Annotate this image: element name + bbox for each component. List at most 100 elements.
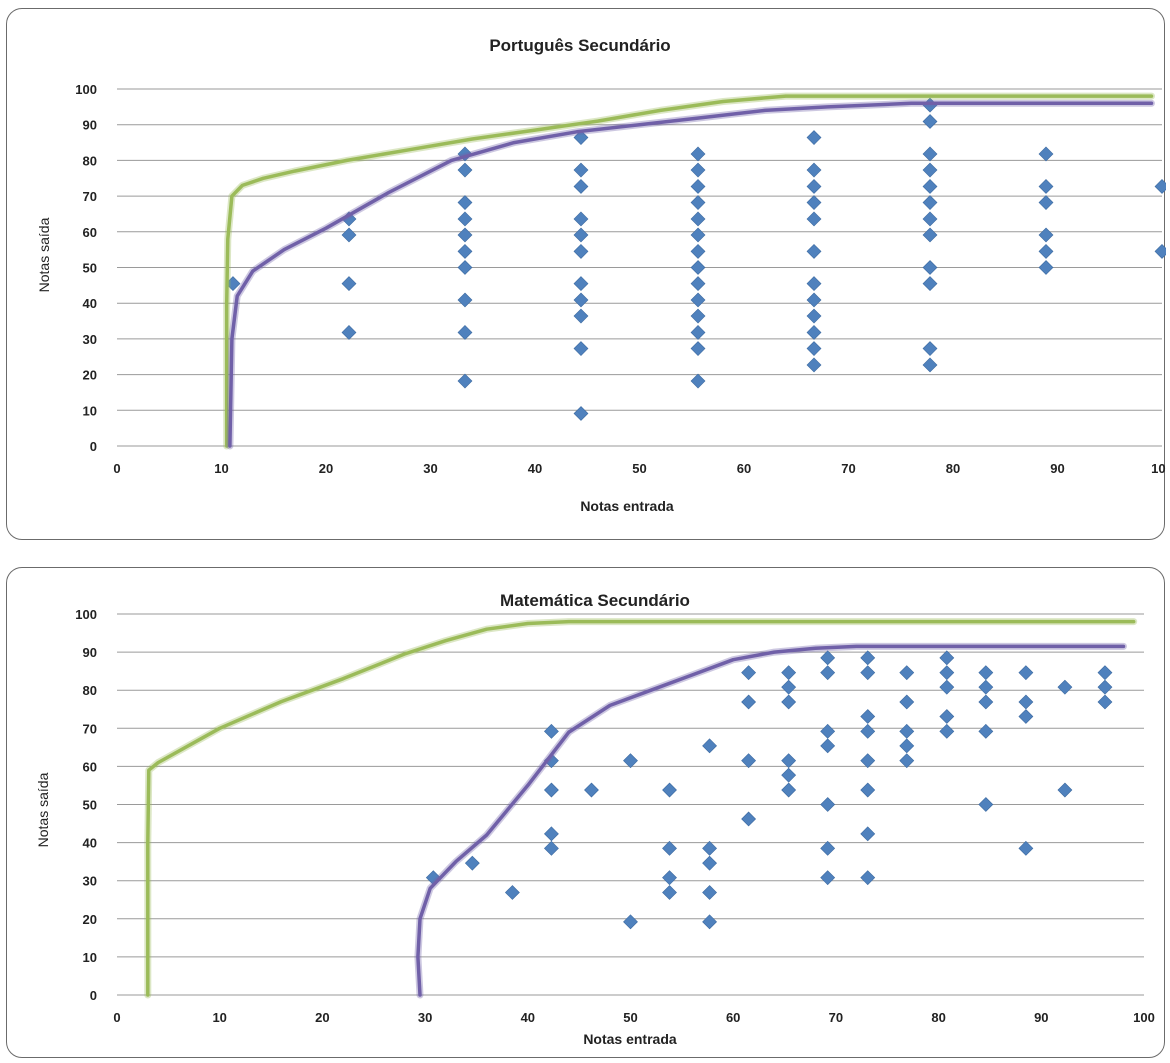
green-curve	[146, 619, 1136, 997]
data-point	[702, 738, 718, 754]
x-tick-label: 90	[1050, 461, 1064, 476]
data-point	[690, 227, 706, 243]
data-point	[504, 885, 520, 900]
data-point	[543, 723, 559, 739]
data-point	[978, 679, 994, 695]
data-point	[781, 767, 797, 783]
data-point	[690, 211, 706, 227]
data-point	[690, 325, 706, 340]
data-point	[922, 179, 938, 194]
data-point	[781, 782, 797, 798]
data-point	[690, 292, 706, 308]
data-point	[457, 211, 473, 227]
data-point	[922, 162, 938, 178]
data-point	[860, 782, 876, 798]
data-point	[573, 406, 589, 421]
chart-portugues: Português Secundário Notas entrada Notas…	[6, 8, 1166, 540]
green-curve	[224, 94, 1154, 448]
data-point	[1018, 694, 1034, 710]
data-point	[690, 276, 706, 291]
chart-matematica-svg: Matemática Secundário Notas entrada Nota…	[35, 591, 1155, 1047]
x-tick-label: 60	[726, 1010, 740, 1025]
data-point	[573, 130, 589, 145]
data-point	[457, 227, 473, 243]
green-curve-shadow	[223, 92, 1155, 450]
data-point	[741, 694, 757, 710]
data-point	[690, 146, 706, 162]
data-point	[1057, 679, 1073, 695]
data-point	[922, 227, 938, 243]
data-point	[978, 797, 994, 812]
data-point	[939, 650, 955, 666]
data-point	[457, 373, 473, 389]
data-point	[806, 162, 822, 178]
data-point	[690, 341, 706, 356]
data-point	[1038, 146, 1054, 162]
x-tick-label: 40	[521, 1010, 535, 1025]
y-tick-label: 0	[90, 439, 97, 454]
data-point	[781, 753, 797, 769]
x-tick-label: 100	[1151, 461, 1166, 476]
data-point	[860, 665, 876, 681]
data-point	[922, 341, 938, 356]
data-point	[806, 292, 822, 308]
data-point	[806, 244, 822, 259]
data-point	[806, 325, 822, 340]
data-point	[1038, 227, 1054, 243]
data-point	[341, 227, 357, 243]
data-point	[1097, 665, 1113, 681]
data-point	[820, 738, 836, 754]
data-point	[1097, 679, 1113, 695]
data-point	[899, 753, 915, 769]
y-tick-label: 80	[83, 683, 97, 698]
data-point	[899, 723, 915, 739]
data-point	[573, 244, 589, 259]
data-point	[899, 694, 915, 710]
data-point	[922, 357, 938, 373]
data-point	[702, 885, 718, 900]
x-tick-label: 0	[113, 461, 120, 476]
x-tick-label: 70	[841, 461, 855, 476]
data-point	[741, 811, 757, 827]
data-point	[573, 162, 589, 178]
data-point	[899, 665, 915, 681]
data-point	[939, 723, 955, 739]
data-point	[806, 195, 822, 210]
data-point	[690, 373, 706, 389]
data-point	[922, 276, 938, 291]
data-point	[1038, 195, 1054, 210]
y-tick-label: 100	[75, 82, 97, 97]
data-point	[662, 885, 677, 900]
data-point	[939, 665, 955, 681]
data-point	[543, 826, 559, 842]
data-point	[457, 162, 473, 178]
data-point	[464, 855, 480, 871]
data-point	[806, 357, 822, 373]
purple-curve	[416, 644, 1126, 997]
y-tick-label: 10	[83, 950, 97, 965]
data-point	[690, 162, 706, 178]
x-tick-label: 80	[931, 1010, 945, 1025]
x-tick-label: 20	[315, 1010, 329, 1025]
data-point	[1018, 709, 1034, 724]
data-point	[341, 325, 357, 340]
data-point	[781, 665, 797, 681]
data-point	[341, 276, 357, 291]
data-point	[860, 826, 876, 842]
chart-title: Português Secundário	[489, 36, 670, 55]
data-point	[690, 260, 706, 275]
data-point	[939, 679, 955, 695]
x-tick-label: 30	[418, 1010, 432, 1025]
data-point	[978, 694, 994, 710]
data-point	[457, 244, 473, 259]
data-point	[702, 855, 718, 871]
data-point	[573, 227, 589, 243]
data-point	[1154, 244, 1166, 259]
data-point	[820, 870, 836, 886]
data-point	[820, 723, 836, 739]
y-tick-label: 70	[83, 721, 97, 736]
data-point	[662, 840, 677, 856]
purple-curve	[228, 101, 1154, 448]
y-tick-label: 0	[90, 988, 97, 1003]
x-tick-label: 50	[632, 461, 646, 476]
